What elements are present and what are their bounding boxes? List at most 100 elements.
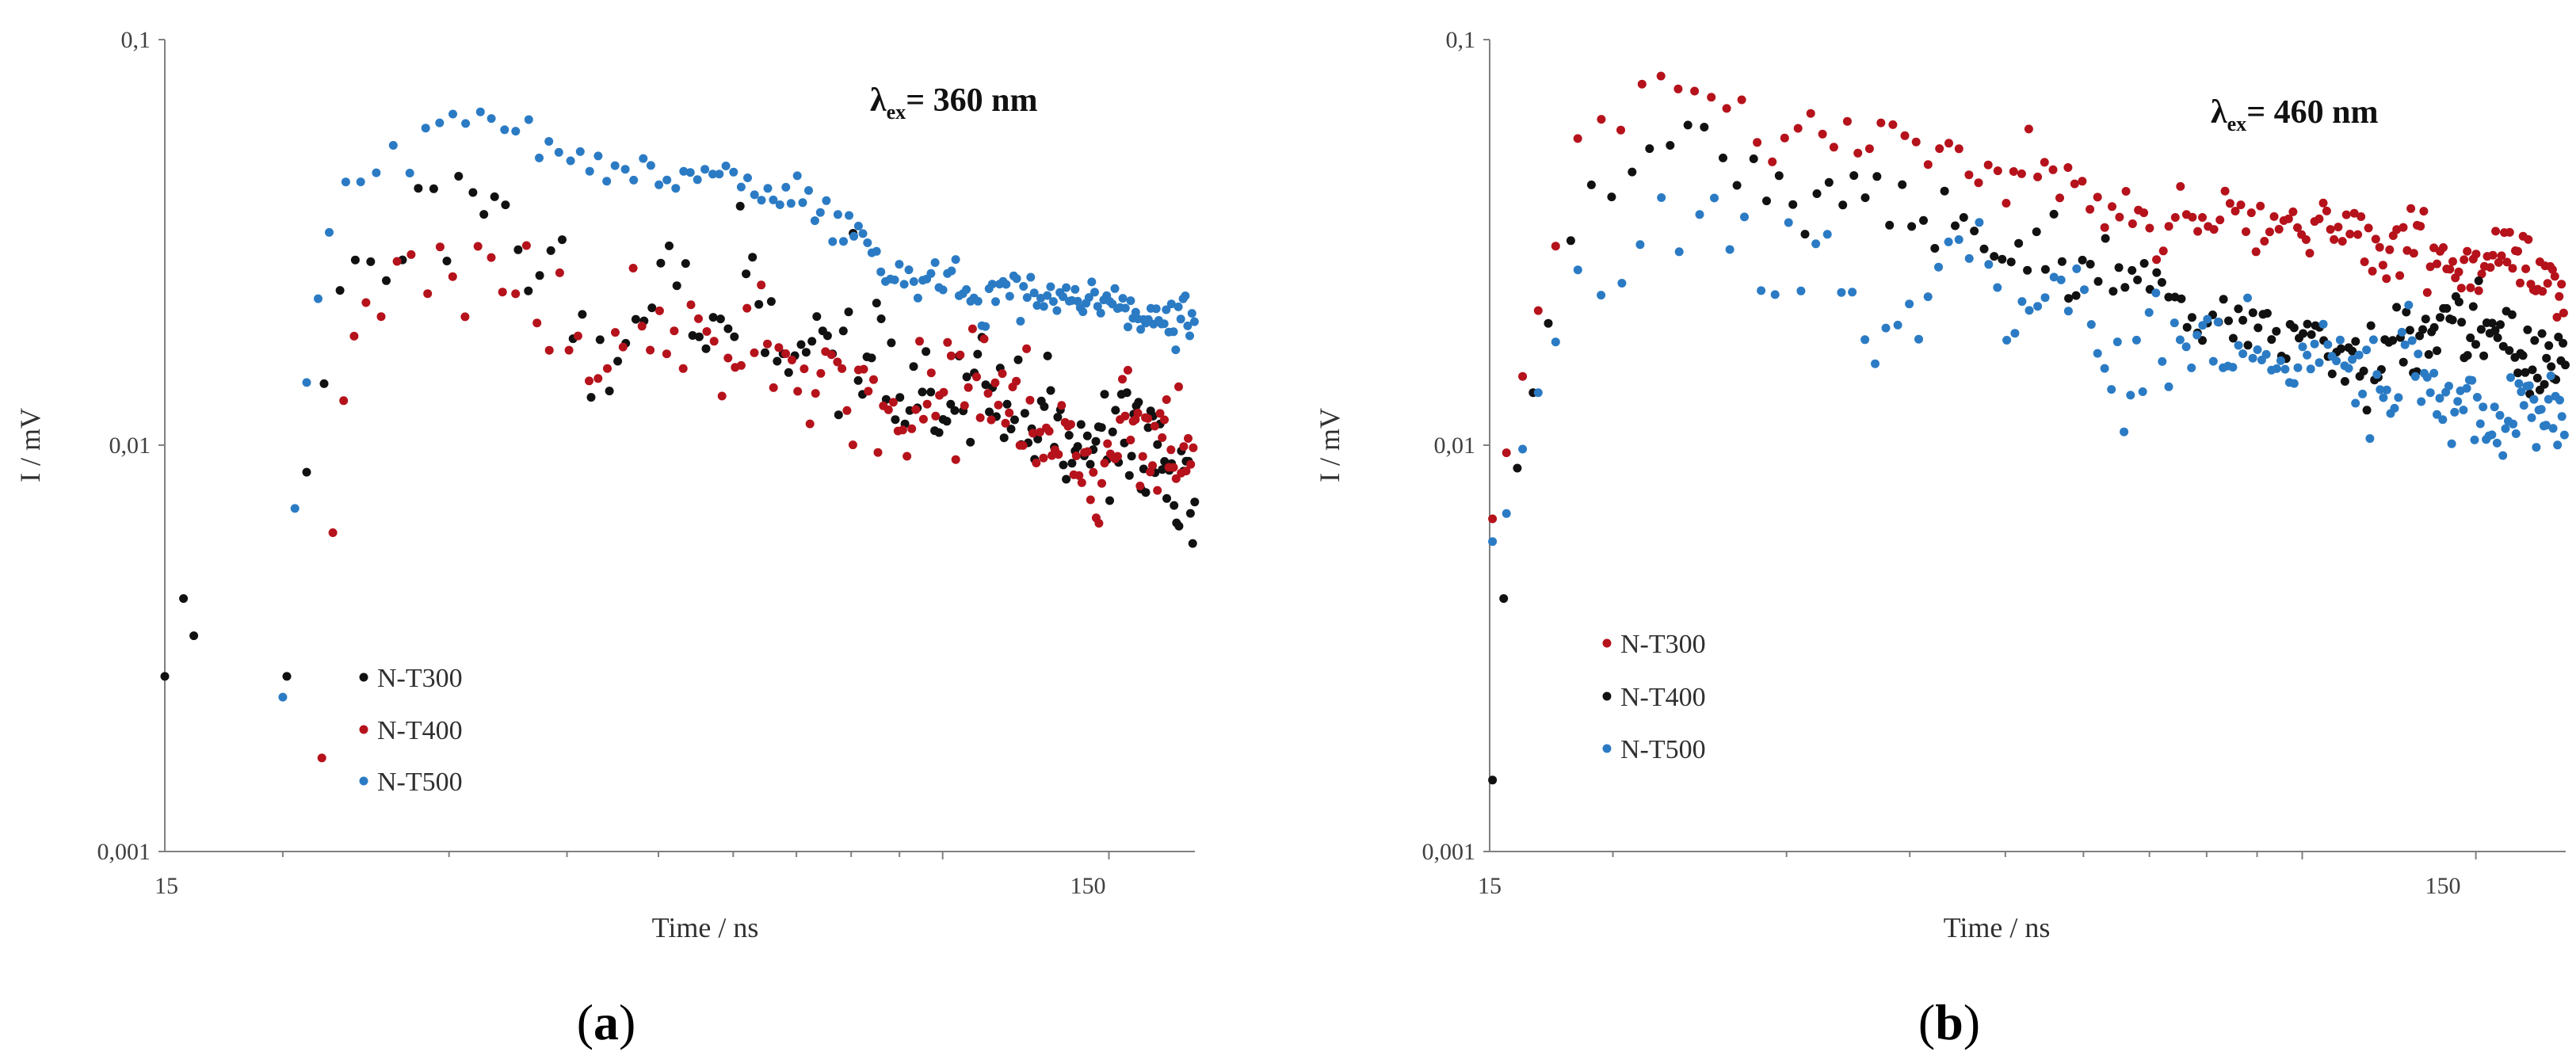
data-point-n-t400 bbox=[1171, 474, 1181, 483]
panel-paren: ( bbox=[1918, 994, 1935, 1050]
data-point-n-t400 bbox=[2547, 362, 2556, 371]
data-point-n-t500 bbox=[810, 216, 819, 226]
data-point-n-t400 bbox=[1153, 486, 1162, 495]
data-point-n-t400 bbox=[1885, 220, 1895, 230]
data-point-n-t500 bbox=[2557, 412, 2566, 421]
data-point-n-t300 bbox=[1707, 93, 1716, 102]
data-point-n-t500 bbox=[1090, 288, 1099, 297]
data-point-n-t300 bbox=[2364, 223, 2373, 233]
data-point-n-t500 bbox=[2514, 379, 2524, 388]
data-point-n-t500 bbox=[876, 267, 886, 276]
data-point-n-t400 bbox=[2436, 313, 2444, 322]
data-point-n-t400 bbox=[1774, 171, 1784, 181]
data-point-n-t300 bbox=[2547, 265, 2557, 274]
data-point-n-t300 bbox=[647, 303, 657, 313]
data-point-n-t400 bbox=[1044, 426, 1054, 436]
data-point-n-t400 bbox=[1179, 442, 1189, 451]
data-point-n-t400 bbox=[2523, 325, 2532, 334]
data-point-n-t400 bbox=[1174, 382, 1183, 391]
data-point-n-t400 bbox=[1181, 467, 1191, 476]
data-point-n-t400 bbox=[987, 415, 996, 425]
data-point-n-t300 bbox=[468, 188, 478, 197]
data-point-n-t500 bbox=[341, 177, 350, 187]
data-point-n-t400 bbox=[544, 345, 554, 355]
data-point-n-t400 bbox=[2234, 304, 2243, 314]
data-point-n-t300 bbox=[2341, 210, 2351, 219]
data-point-n-t300 bbox=[1141, 488, 1151, 497]
data-point-n-t400 bbox=[873, 448, 883, 457]
data-point-n-t400 bbox=[1054, 450, 1063, 459]
data-point-n-t400 bbox=[2064, 294, 2074, 303]
data-point-n-t300 bbox=[1818, 129, 1827, 139]
data-point-n-t500 bbox=[2187, 363, 2196, 372]
data-point-n-t500 bbox=[2332, 356, 2341, 366]
data-point-n-t400 bbox=[2228, 333, 2238, 343]
data-point-n-t300 bbox=[926, 387, 936, 397]
data-point-n-t400 bbox=[611, 328, 620, 337]
data-point-n-t500 bbox=[1012, 274, 1021, 284]
data-point-n-t400 bbox=[2049, 209, 2059, 219]
data-point-n-t500 bbox=[544, 137, 554, 146]
data-point-n-t500 bbox=[1169, 327, 1178, 337]
data-point-n-t500 bbox=[1533, 388, 1543, 398]
data-point-n-t300 bbox=[909, 362, 918, 371]
data-point-n-t500 bbox=[930, 258, 940, 267]
data-point-n-t400 bbox=[2128, 265, 2137, 275]
data-point-n-t400 bbox=[2528, 365, 2537, 375]
data-point-n-t300 bbox=[2513, 246, 2522, 256]
data-point-n-t400 bbox=[1123, 365, 1132, 375]
data-point-n-t500 bbox=[278, 692, 288, 702]
plot-area bbox=[1488, 71, 2570, 785]
data-point-n-t300 bbox=[282, 672, 292, 681]
data-point-n-t300 bbox=[2170, 213, 2180, 222]
data-point-n-t400 bbox=[2272, 326, 2281, 336]
data-point-n-t500 bbox=[487, 114, 496, 124]
data-point-n-t500 bbox=[1062, 283, 1071, 292]
data-point-n-t300 bbox=[2399, 223, 2408, 232]
data-point-n-t400 bbox=[2457, 318, 2467, 327]
data-point-n-t300 bbox=[2463, 246, 2472, 256]
data-point-n-t500 bbox=[2289, 379, 2299, 388]
legend-label: N-T500 bbox=[377, 768, 463, 797]
data-point-n-t500 bbox=[2429, 368, 2439, 378]
data-point-n-t400 bbox=[593, 374, 603, 383]
data-point-n-t500 bbox=[435, 118, 445, 128]
data-point-n-t300 bbox=[1737, 95, 1746, 105]
data-point-n-t300 bbox=[834, 410, 843, 420]
data-point-n-t500 bbox=[2298, 342, 2307, 352]
data-point-n-t500 bbox=[1087, 277, 1097, 287]
data-point-n-t300 bbox=[535, 271, 544, 280]
data-point-n-t500 bbox=[743, 173, 752, 182]
data-point-n-t500 bbox=[1502, 509, 1511, 518]
data-point-n-t400 bbox=[555, 268, 564, 277]
data-point-n-t500 bbox=[2348, 355, 2357, 364]
data-point-n-t500 bbox=[1118, 294, 1128, 303]
data-point-n-t500 bbox=[566, 156, 575, 166]
data-point-n-t300 bbox=[1185, 509, 1195, 518]
data-point-n-t500 bbox=[833, 210, 842, 219]
data-point-n-t500 bbox=[2524, 381, 2534, 391]
data-point-n-t300 bbox=[754, 299, 764, 309]
data-point-n-t400 bbox=[487, 253, 496, 262]
data-point-n-t500 bbox=[1159, 319, 1169, 329]
data-point-n-t300 bbox=[2274, 224, 2284, 234]
data-point-n-t300 bbox=[2357, 212, 2366, 221]
data-point-n-t500 bbox=[2120, 427, 2129, 436]
data-point-n-t400 bbox=[2433, 346, 2441, 356]
data-point-n-t300 bbox=[2494, 257, 2503, 267]
data-point-n-t400 bbox=[800, 364, 809, 374]
data-point-n-t500 bbox=[2238, 349, 2248, 359]
panel-label: (b) bbox=[1918, 994, 1980, 1050]
data-point-n-t300 bbox=[1059, 460, 1068, 470]
data-point-n-t400 bbox=[816, 368, 826, 378]
data-point-n-t500 bbox=[700, 165, 710, 174]
data-point-n-t300 bbox=[887, 338, 896, 348]
data-point-n-t400 bbox=[1838, 200, 1848, 210]
data-point-n-t400 bbox=[750, 348, 759, 357]
data-point-n-t300 bbox=[2063, 163, 2073, 172]
data-point-n-t500 bbox=[2306, 364, 2315, 374]
data-point-n-t400 bbox=[2040, 265, 2050, 274]
data-point-n-t500 bbox=[654, 180, 664, 189]
data-point-n-t300 bbox=[2265, 227, 2274, 237]
y-tick-label: 0,001 bbox=[97, 839, 151, 865]
